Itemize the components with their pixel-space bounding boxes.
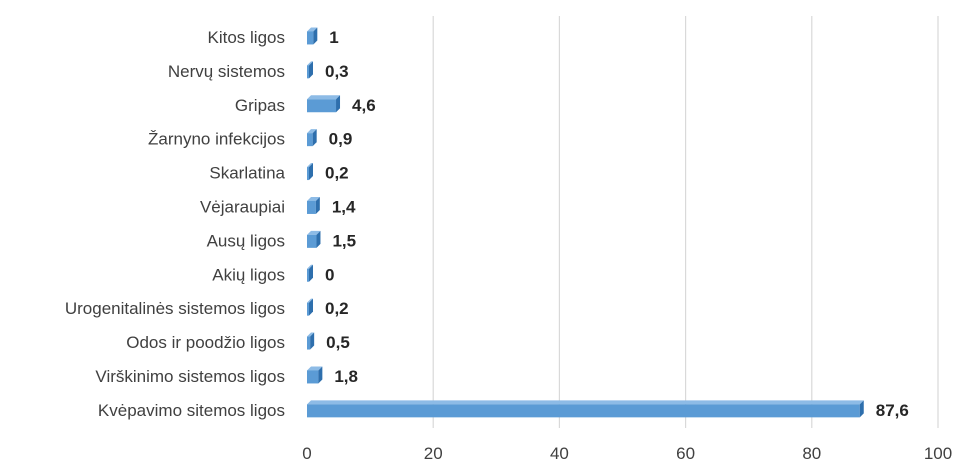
data-label: 87,6: [876, 401, 909, 420]
x-axis-ticks: 0 20 40 60 80 100: [302, 444, 952, 463]
data-label: 1,8: [334, 367, 358, 386]
bar-front-face: [307, 65, 309, 79]
bar-top-face: [307, 27, 318, 32]
bar-front-face: [307, 404, 860, 418]
bar-kvepavimo-sitemos-ligos: [307, 400, 864, 418]
category-label: Kitos ligos: [208, 28, 285, 47]
data-label: 0,9: [329, 130, 353, 149]
x-tick-label: 0: [302, 444, 311, 463]
bar-vejaraupiai: [307, 196, 320, 214]
category-label: Odos ir poodžio ligos: [126, 333, 285, 352]
bars: [307, 27, 864, 418]
category-label: Virškinimo sistemos ligos: [95, 367, 285, 386]
bar-nervu-sistemos: [307, 61, 313, 79]
bar-zarnyno-infekcijos: [307, 129, 317, 147]
category-label: Urogenitalinės sistemos ligos: [65, 299, 285, 318]
data-label: 0,5: [326, 333, 350, 352]
bar-side-face: [309, 264, 313, 282]
bar-front-face: [307, 268, 309, 282]
bar-front-face: [307, 370, 319, 384]
bar-front-face: [307, 133, 313, 147]
data-label: 0: [325, 265, 334, 284]
bar-side-face: [310, 332, 315, 350]
data-label: 0,3: [325, 62, 349, 81]
bar-gripas: [307, 95, 341, 113]
bar-skarlatina: [307, 163, 313, 181]
bar-front-face: [307, 302, 309, 316]
category-label: Nervų sistemos: [168, 62, 285, 81]
data-label: 0,2: [325, 164, 349, 183]
bar-top-face: [307, 366, 323, 371]
gridlines: [432, 16, 939, 428]
category-label: Akių ligos: [212, 265, 285, 284]
bar-side-face: [309, 61, 313, 79]
bar-urogenitalines-sistemos-ligos: [307, 298, 313, 316]
bar-akiu-ligos: [307, 264, 313, 282]
bar-top-face: [307, 332, 315, 337]
bar-side-face: [318, 366, 323, 384]
category-label: Skarlatina: [209, 164, 285, 183]
category-label: Ausų ligos: [207, 231, 285, 250]
data-label: 0,2: [325, 299, 349, 318]
bar-side-face: [313, 27, 318, 45]
bar-top-face: [307, 95, 341, 100]
bar-top-face: [307, 230, 321, 235]
bar-front-face: [307, 31, 314, 45]
bar-side-face: [316, 230, 321, 248]
category-label: Kvėpavimo sitemos ligos: [98, 401, 285, 420]
category-label: Vėjaraupiai: [200, 197, 285, 216]
bar-top-face: [307, 163, 313, 168]
x-tick-label: 80: [802, 444, 821, 463]
data-label: 4,6: [352, 96, 376, 115]
bar-top-face: [307, 196, 320, 201]
bar-top-face: [307, 129, 317, 134]
x-tick-label: 100: [924, 444, 952, 463]
x-tick-label: 40: [550, 444, 569, 463]
x-tick-label: 60: [676, 444, 695, 463]
category-label: Žarnyno infekcijos: [148, 130, 285, 149]
category-label: Gripas: [235, 96, 285, 115]
bar-odos-ir-poodzio-ligos: [307, 332, 315, 350]
bar-front-face: [307, 200, 316, 214]
bar-top-face: [307, 61, 313, 66]
bar-ausu-ligos: [307, 230, 321, 248]
bar-front-face: [307, 167, 309, 181]
x-tick-label: 20: [424, 444, 443, 463]
bar-side-face: [309, 163, 313, 181]
data-labels: 1 0,34,6 0,9 0,2 1,4 1,5 0 0,2 0,5 1,8 87,6: [325, 28, 909, 420]
bar-kitos-ligos: [307, 27, 318, 45]
bar-front-face: [307, 336, 311, 350]
bar-top-face: [307, 298, 313, 303]
category-labels: Kitos ligos Nervų sistemos Gripas Žarnyno i…: [65, 28, 286, 420]
bar-front-face: [307, 99, 337, 113]
bar-virskinimo-sistemos-ligos: [307, 366, 323, 384]
data-label: 1,4: [332, 197, 356, 216]
data-label: 1,5: [332, 231, 356, 250]
bar-top-face: [307, 400, 864, 405]
data-label: 1: [329, 28, 338, 47]
bar-side-face: [309, 298, 313, 316]
bar-side-face: [859, 400, 864, 418]
bar-side-face: [315, 196, 320, 214]
bar-top-face: [307, 264, 313, 269]
bar-front-face: [307, 234, 317, 248]
bar-side-face: [336, 95, 341, 113]
bar-side-face: [312, 129, 317, 147]
